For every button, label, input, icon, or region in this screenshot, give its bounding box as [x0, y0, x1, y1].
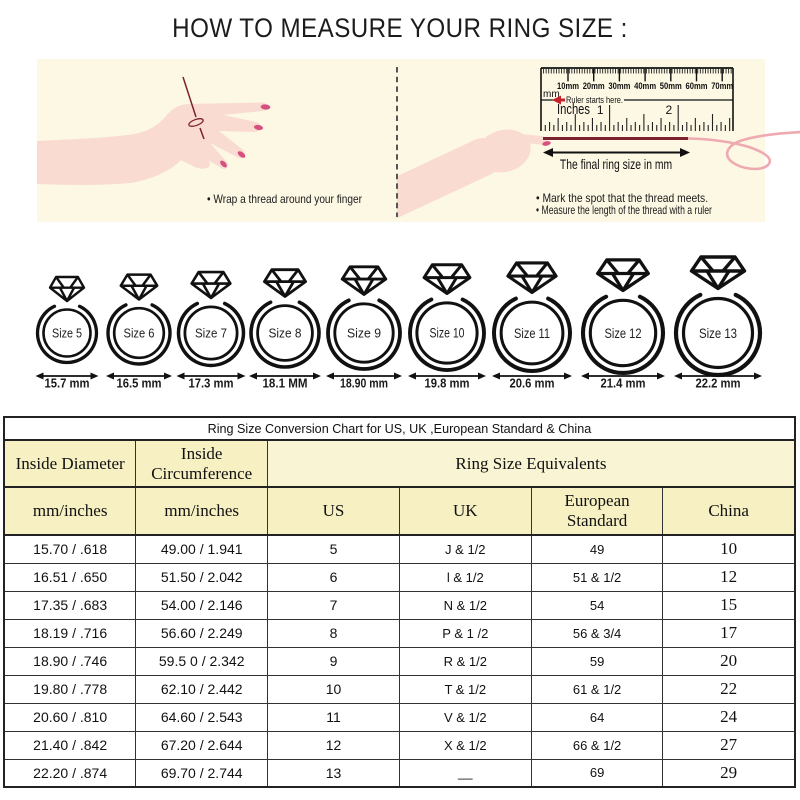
svg-text:17.3 mm: 17.3 mm — [189, 376, 234, 391]
svg-text:Size 10: Size 10 — [430, 326, 465, 341]
svg-text:Size 7: Size 7 — [195, 326, 227, 341]
svg-text:mm: mm — [543, 89, 560, 100]
svg-text:19.8 mm: 19.8 mm — [425, 376, 470, 391]
svg-text:30mm: 30mm — [608, 81, 630, 91]
svg-text:22.2 mm: 22.2 mm — [696, 376, 741, 391]
svg-text:16.5 mm: 16.5 mm — [117, 376, 162, 391]
svg-text:60mm: 60mm — [686, 81, 708, 91]
svg-text:Size 9: Size 9 — [347, 326, 381, 341]
svg-text:Size 8: Size 8 — [269, 326, 302, 341]
svg-text:20.6 mm: 20.6 mm — [510, 376, 555, 391]
svg-text:70mm: 70mm — [711, 81, 733, 91]
svg-text:50mm: 50mm — [660, 81, 682, 91]
svg-text:10mm: 10mm — [557, 81, 579, 91]
svg-text:Size 6: Size 6 — [124, 326, 155, 340]
svg-text:Size 5: Size 5 — [52, 326, 82, 340]
svg-text:18.1 MM: 18.1 MM — [263, 376, 308, 391]
svg-text:18.90 mm: 18.90 mm — [340, 376, 388, 391]
svg-text:Ruler starts here.: Ruler starts here. — [566, 95, 623, 106]
svg-text:1: 1 — [597, 103, 604, 117]
svg-text:Size 11: Size 11 — [514, 326, 550, 341]
svg-text:20mm: 20mm — [583, 81, 605, 91]
svg-text:2: 2 — [666, 103, 673, 117]
svg-text:21.4 mm: 21.4 mm — [601, 376, 646, 391]
svg-text:40mm: 40mm — [634, 81, 656, 91]
svg-text:Size 13: Size 13 — [699, 325, 737, 341]
svg-text:15.7 mm: 15.7 mm — [45, 376, 90, 391]
svg-text:Size 12: Size 12 — [605, 326, 642, 341]
svg-text:Inches: Inches — [557, 101, 590, 118]
